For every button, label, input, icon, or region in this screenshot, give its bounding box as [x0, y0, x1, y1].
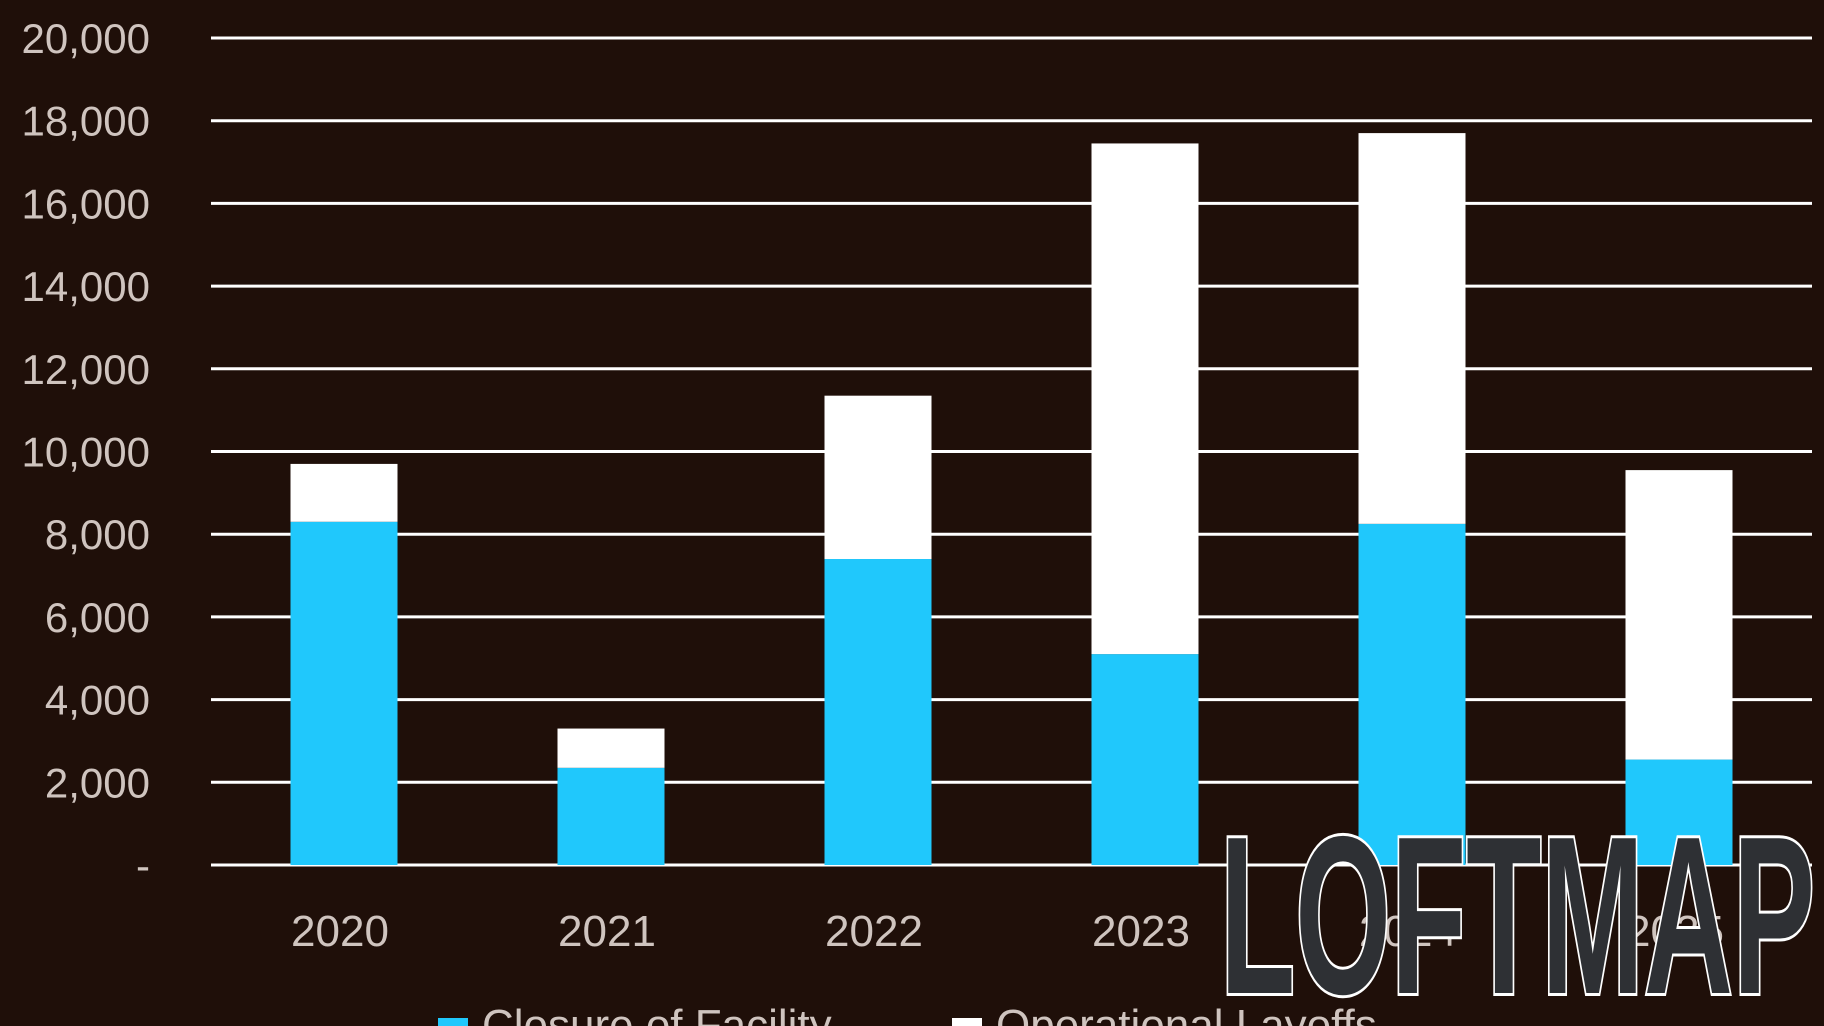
- bar-operational-layoffs: [290, 463, 398, 522]
- y-tick-label: 12,000: [22, 346, 150, 393]
- bar-operational-layoffs: [1358, 133, 1466, 524]
- bar-operational-layoffs: [1091, 143, 1199, 655]
- legend-swatch: [952, 1018, 982, 1026]
- x-tick-label: 2025: [1626, 907, 1724, 956]
- legend: Closure of Facility Operational Layoffs: [438, 1001, 1377, 1026]
- x-tick-label: 2024: [1359, 907, 1457, 956]
- y-tick-label: 6,000: [45, 594, 150, 641]
- bar-closure-of-facility: [290, 521, 398, 865]
- x-tick-label: 2023: [1092, 907, 1190, 956]
- legend-label: Operational Layoffs: [996, 1001, 1377, 1026]
- y-tick-label: 18,000: [22, 98, 150, 145]
- watermark-text: LOFTMAP: [1220, 789, 1815, 1026]
- bar-closure-of-facility: [1625, 759, 1733, 865]
- bar-closure-of-facility: [1358, 523, 1466, 865]
- y-tick-label: 4,000: [45, 677, 150, 724]
- y-axis-tick-labels: - 2,000 4,000 6,000 8,000 10,000 12,000 14,000 1…: [22, 15, 150, 889]
- y-tick-label: 8,000: [45, 511, 150, 558]
- x-axis-tick-labels: 2020 2021 2022 2023 2024 2025: [291, 907, 1724, 956]
- bar-closure-of-facility: [557, 767, 665, 865]
- x-tick-label: 2022: [825, 907, 923, 956]
- x-tick-label: 2021: [558, 907, 656, 956]
- bar-closure-of-facility: [1091, 654, 1199, 865]
- x-tick-label: 2020: [291, 907, 389, 956]
- y-tick-label: -: [136, 842, 150, 889]
- bar-closure-of-facility: [824, 559, 932, 865]
- legend-label: Closure of Facility: [482, 1001, 832, 1026]
- legend-swatch: [438, 1018, 468, 1026]
- bar-operational-layoffs: [824, 395, 932, 560]
- y-tick-label: 2,000: [45, 759, 150, 806]
- y-tick-label: 20,000: [22, 15, 150, 62]
- bar-operational-layoffs: [557, 728, 665, 768]
- bar-operational-layoffs: [1625, 470, 1733, 760]
- y-tick-label: 10,000: [22, 429, 150, 476]
- bars: [290, 133, 1733, 865]
- y-tick-label: 14,000: [22, 263, 150, 310]
- gridlines: [211, 36, 1812, 867]
- loftmap-watermark-logo: LOFTMAP: [1217, 786, 1818, 1026]
- y-tick-label: 16,000: [22, 180, 150, 227]
